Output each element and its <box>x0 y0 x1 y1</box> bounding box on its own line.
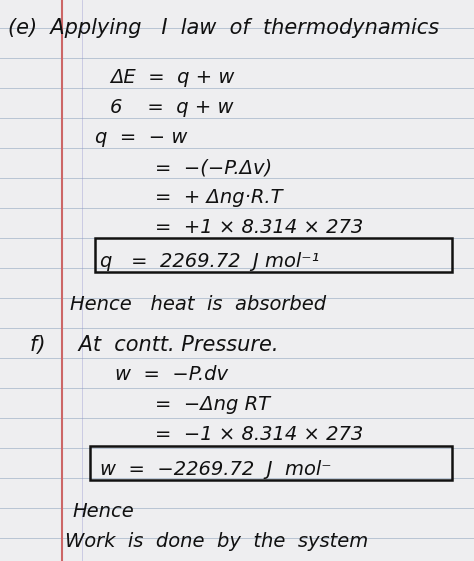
Text: Hence   heat  is  absorbed: Hence heat is absorbed <box>70 295 326 314</box>
Text: Work  is  done  by  the  system: Work is done by the system <box>65 532 368 551</box>
Text: Hence: Hence <box>72 502 134 521</box>
Text: q  =  − w: q = − w <box>95 128 187 147</box>
Text: ΔE  =  q + w: ΔE = q + w <box>110 68 234 87</box>
Text: w  =  −2269.72  J  mol⁻: w = −2269.72 J mol⁻ <box>100 460 331 479</box>
Text: =  + Δng·R.T: = + Δng·R.T <box>155 188 283 207</box>
Text: (e)  Applying   I  law  of  thermodynamics: (e) Applying I law of thermodynamics <box>8 18 439 38</box>
Text: 6    =  q + w: 6 = q + w <box>110 98 234 117</box>
Text: =  −1 × 8.314 × 273: = −1 × 8.314 × 273 <box>155 425 363 444</box>
Text: w  =  −P.dv: w = −P.dv <box>115 365 228 384</box>
Text: =  −Δng RT: = −Δng RT <box>155 395 270 414</box>
Text: =  +1 × 8.314 × 273: = +1 × 8.314 × 273 <box>155 218 363 237</box>
Text: =  −(−P.Δv): = −(−P.Δv) <box>155 158 272 177</box>
Bar <box>90 446 452 480</box>
Text: q   =  2269.72  J mol⁻¹: q = 2269.72 J mol⁻¹ <box>100 252 319 271</box>
Text: f)     At  contt. Pressure.: f) At contt. Pressure. <box>30 335 279 355</box>
Bar <box>95 238 452 272</box>
